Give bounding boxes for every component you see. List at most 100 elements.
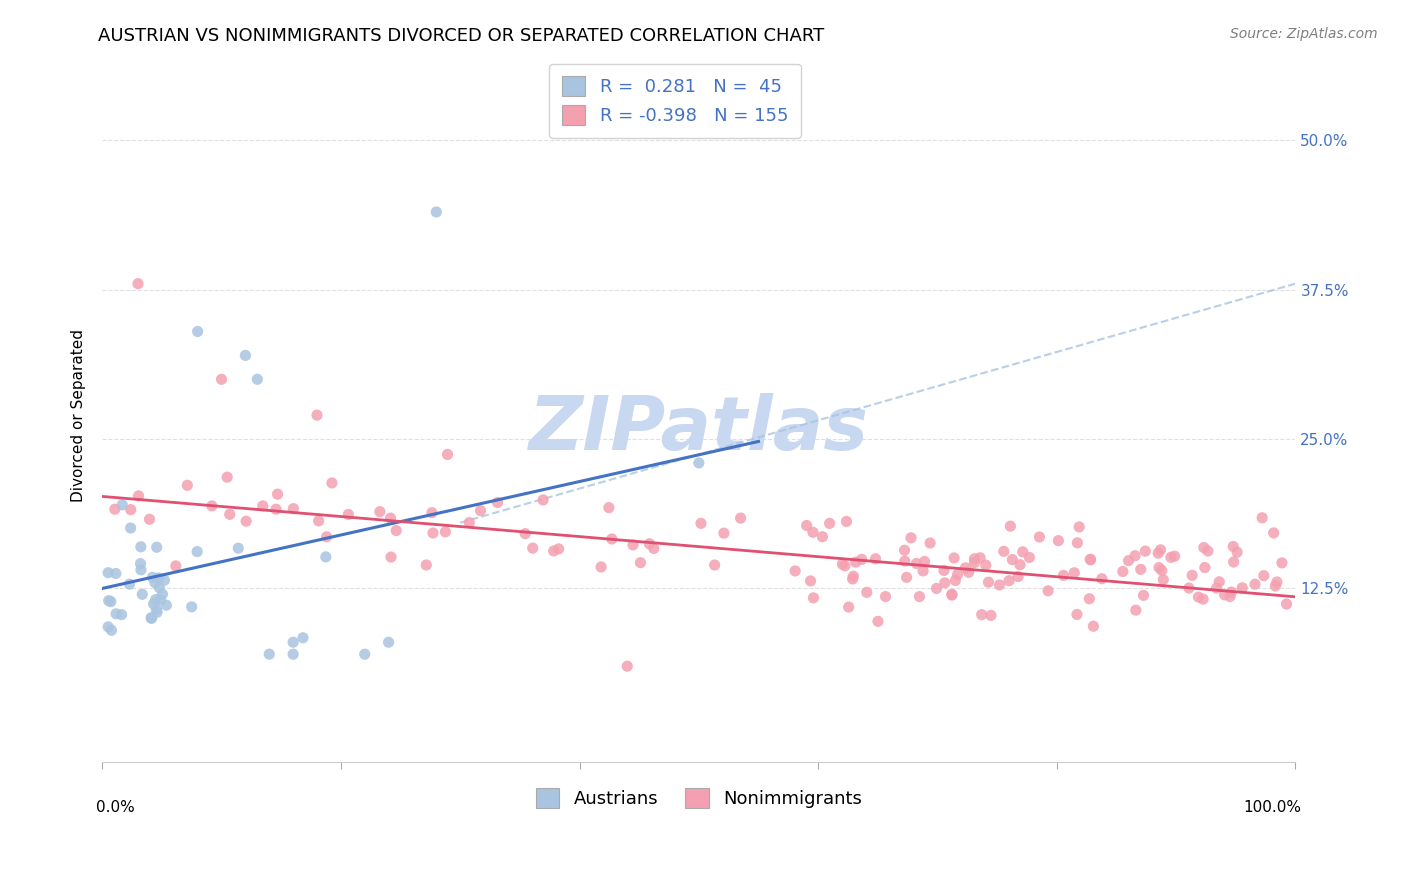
Point xyxy=(127,277,149,291)
Point xyxy=(1181,568,1204,582)
Point xyxy=(217,470,239,484)
Point xyxy=(600,532,623,546)
Point xyxy=(1163,549,1185,564)
Point xyxy=(145,540,167,554)
Point xyxy=(905,557,928,571)
Point xyxy=(893,554,915,568)
Point xyxy=(908,590,931,604)
Point xyxy=(1192,541,1215,555)
Point xyxy=(128,489,150,503)
Point xyxy=(143,575,166,590)
Point xyxy=(420,506,443,520)
Point xyxy=(598,500,620,515)
Point xyxy=(368,505,391,519)
Point xyxy=(1264,579,1286,593)
Point xyxy=(1222,555,1244,569)
Point xyxy=(785,564,807,578)
Point xyxy=(963,556,986,570)
Point xyxy=(458,516,481,530)
Point xyxy=(100,624,122,638)
Point xyxy=(1083,619,1105,633)
Point xyxy=(943,550,966,565)
Point xyxy=(141,611,163,625)
Point xyxy=(1069,520,1091,534)
Point xyxy=(153,574,176,588)
Point xyxy=(235,514,257,528)
Point xyxy=(1112,565,1135,579)
Point xyxy=(152,587,174,601)
Point xyxy=(1160,550,1182,565)
Point xyxy=(281,647,304,661)
Point xyxy=(914,554,936,568)
Point xyxy=(104,566,127,581)
Point xyxy=(900,531,922,545)
Point xyxy=(266,487,288,501)
Point xyxy=(149,593,172,607)
Point xyxy=(730,511,752,525)
Point xyxy=(97,593,120,607)
Point xyxy=(912,564,935,578)
Point xyxy=(139,611,162,625)
Point xyxy=(1066,607,1088,622)
Point xyxy=(616,659,638,673)
Point xyxy=(1187,590,1209,604)
Point xyxy=(97,620,120,634)
Point xyxy=(315,549,337,564)
Point xyxy=(531,492,554,507)
Point xyxy=(252,499,274,513)
Point xyxy=(377,635,399,649)
Point xyxy=(1001,552,1024,566)
Point xyxy=(176,478,198,492)
Point xyxy=(993,544,1015,558)
Point xyxy=(920,536,942,550)
Point xyxy=(1047,533,1070,548)
Point xyxy=(831,557,853,571)
Point xyxy=(800,574,823,588)
Point xyxy=(110,607,132,622)
Point xyxy=(1147,560,1170,574)
Point xyxy=(291,631,314,645)
Point xyxy=(145,592,167,607)
Point xyxy=(977,575,1000,590)
Point xyxy=(1008,558,1031,572)
Point xyxy=(129,563,152,577)
Point xyxy=(1178,581,1201,595)
Point xyxy=(998,574,1021,588)
Point xyxy=(980,608,1002,623)
Point xyxy=(1271,556,1294,570)
Point xyxy=(129,540,152,554)
Point xyxy=(1132,588,1154,602)
Point xyxy=(515,526,537,541)
Point xyxy=(1125,603,1147,617)
Point xyxy=(969,550,991,565)
Point xyxy=(963,551,986,566)
Point xyxy=(308,514,330,528)
Point xyxy=(1192,592,1215,607)
Point xyxy=(1194,560,1216,574)
Point xyxy=(141,570,163,584)
Point xyxy=(1011,545,1033,559)
Point xyxy=(425,205,447,219)
Point xyxy=(226,541,249,556)
Point xyxy=(111,498,134,512)
Point xyxy=(1000,519,1022,533)
Point xyxy=(1205,581,1227,595)
Text: AUSTRIAN VS NONIMMIGRANTS DIVORCED OR SEPARATED CORRELATION CHART: AUSTRIAN VS NONIMMIGRANTS DIVORCED OR SE… xyxy=(98,27,825,45)
Text: 100.0%: 100.0% xyxy=(1243,800,1302,815)
Point xyxy=(146,605,169,619)
Point xyxy=(321,475,343,490)
Point xyxy=(925,582,948,596)
Point xyxy=(1066,536,1088,550)
Point xyxy=(281,635,304,649)
Point xyxy=(851,552,873,566)
Point xyxy=(1197,544,1219,558)
Point xyxy=(1208,574,1230,589)
Point xyxy=(380,550,402,565)
Point xyxy=(941,587,963,601)
Point xyxy=(1080,553,1102,567)
Point xyxy=(801,525,824,540)
Point xyxy=(1219,590,1241,604)
Point xyxy=(941,588,963,602)
Point xyxy=(638,537,661,551)
Point xyxy=(1253,568,1275,582)
